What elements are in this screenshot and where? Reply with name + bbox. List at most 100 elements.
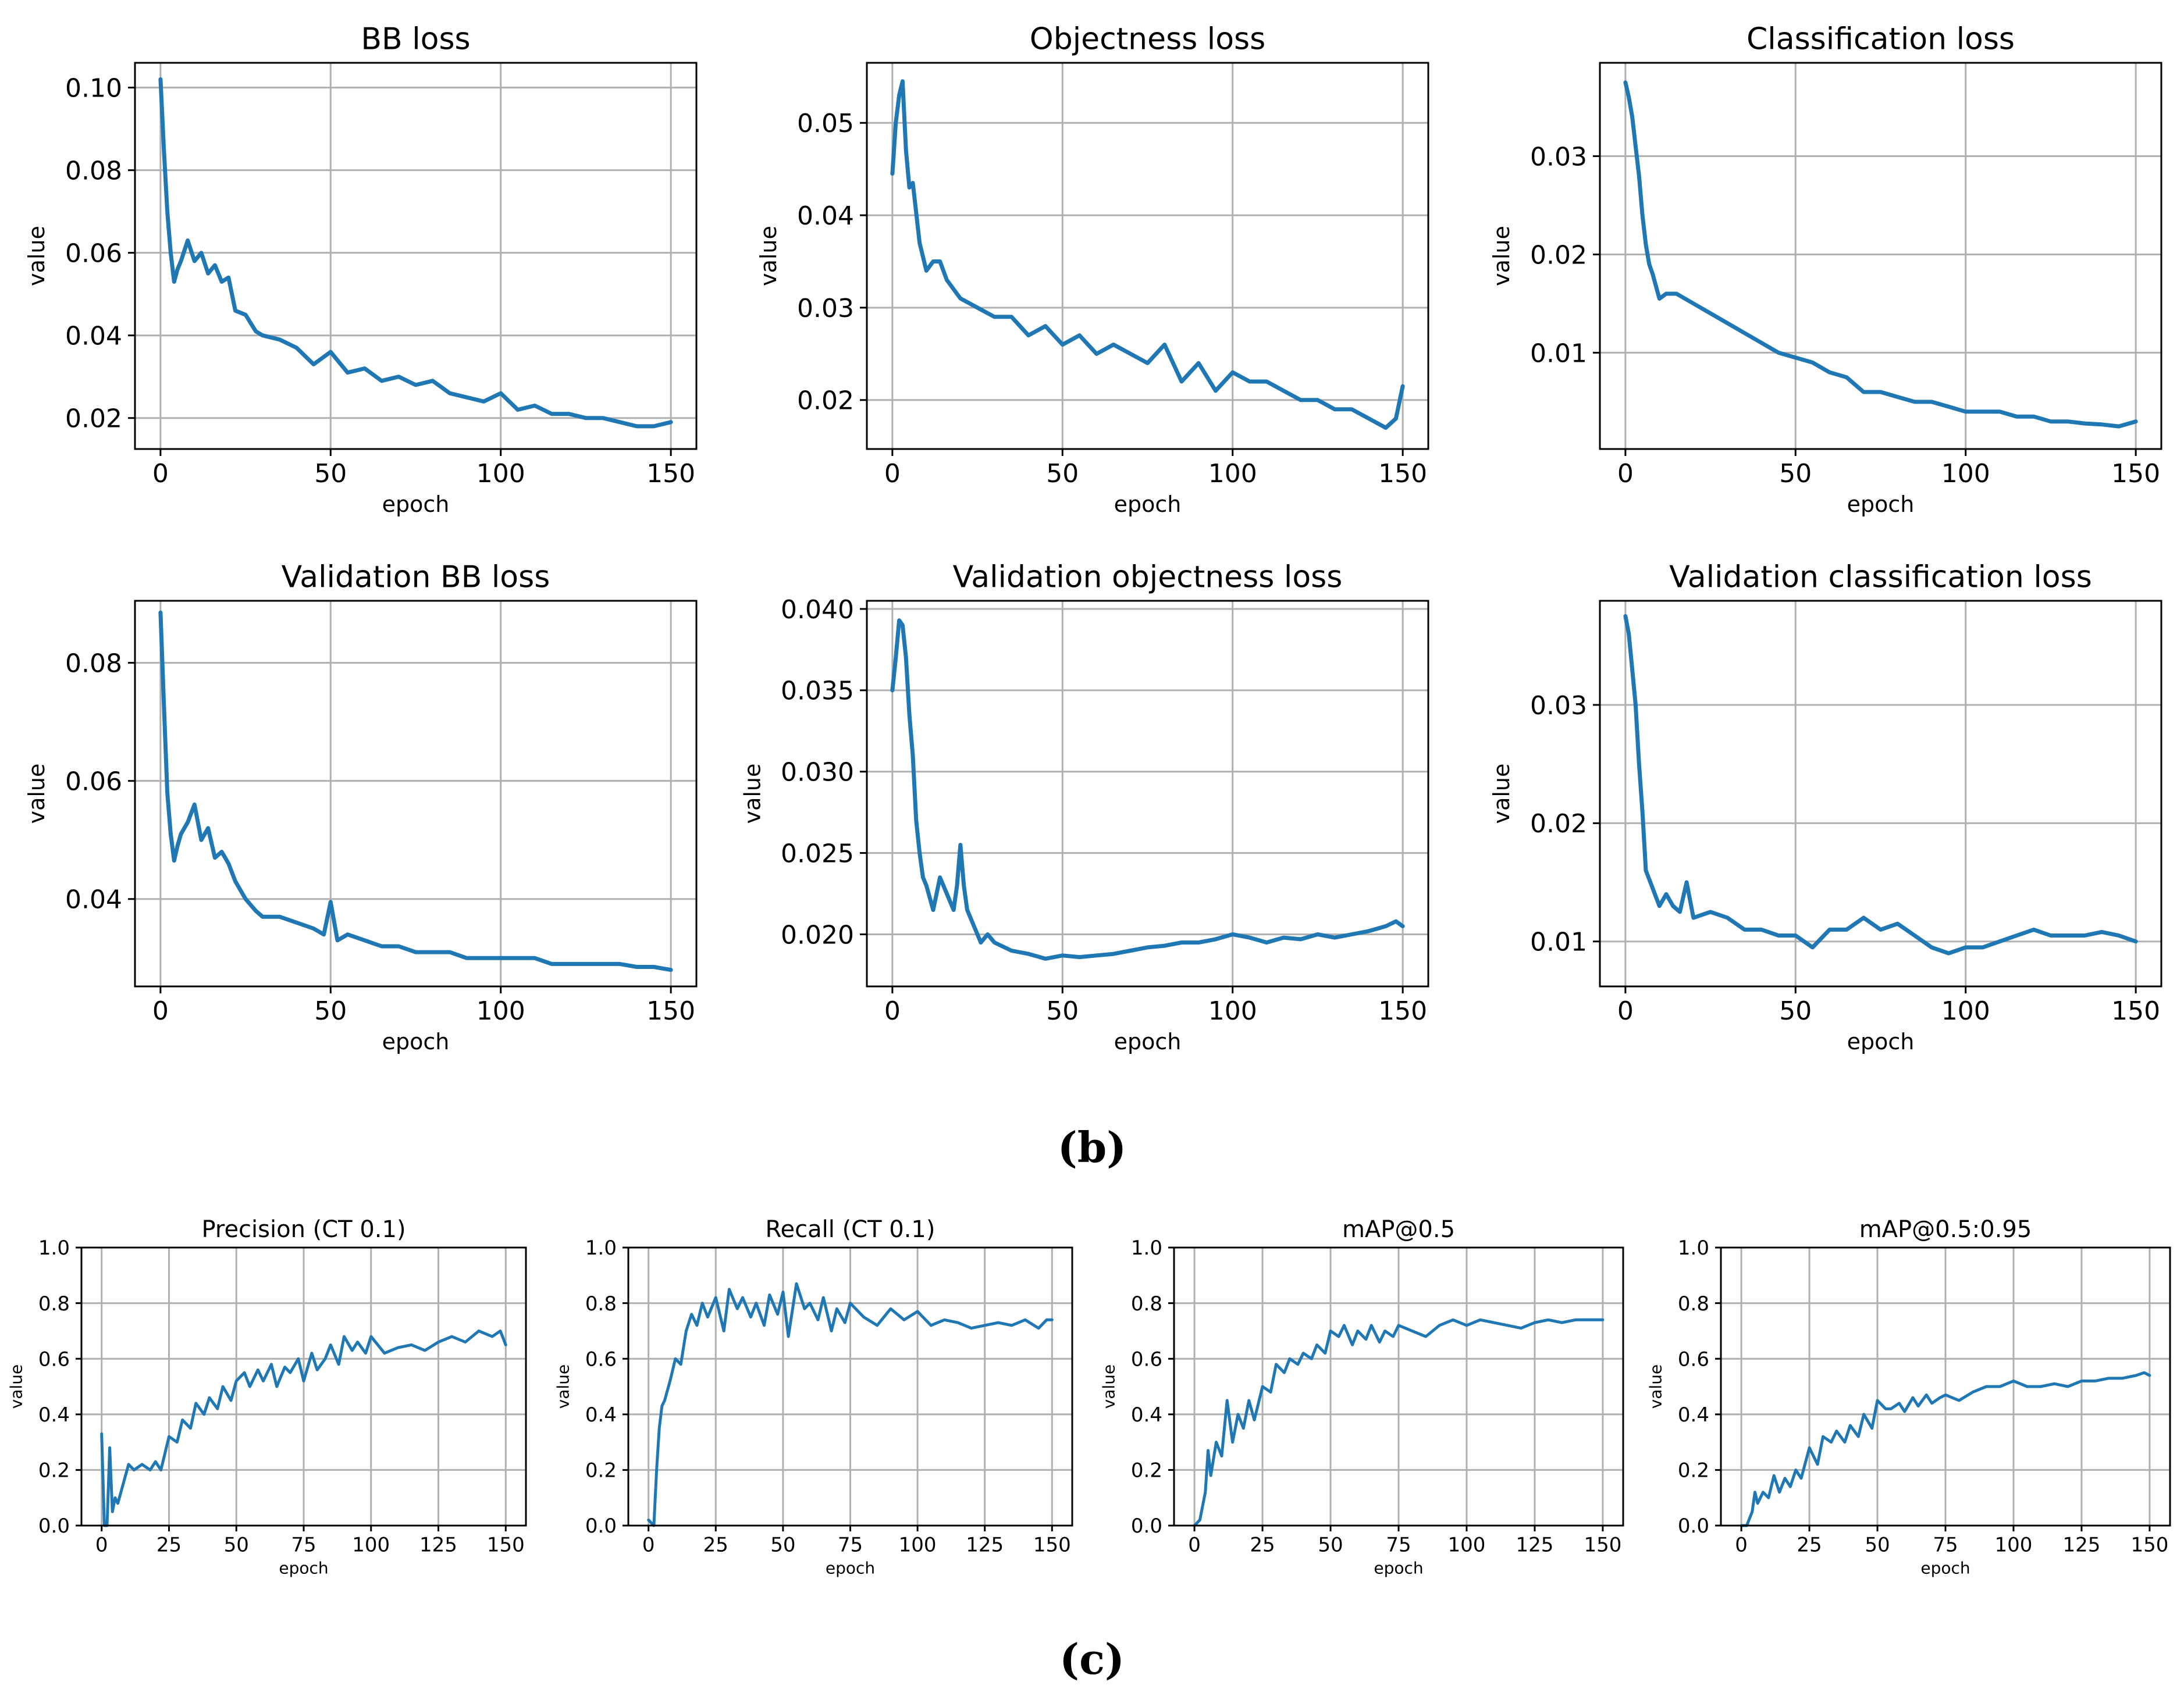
x-tick-label: 50 [1779, 996, 1812, 1026]
y-tick-label: 0.4 [585, 1403, 617, 1427]
x-tick-label: 25 [156, 1534, 182, 1557]
x-tick-label: 100 [1941, 996, 1990, 1026]
x-tick-label: 50 [1779, 459, 1812, 489]
x-tick-label: 0 [1735, 1534, 1748, 1557]
y-tick-label: 0.04 [797, 201, 854, 231]
x-tick-label: 150 [2111, 459, 2160, 489]
axes-frame [1599, 62, 2162, 450]
y-tick-label: 0.8 [1678, 1292, 1709, 1316]
x-axis-label: epoch [1847, 491, 1915, 517]
y-tick-label: 0.4 [38, 1403, 70, 1427]
x-axis-label: epoch [382, 491, 450, 517]
y-tick-label: 0.6 [38, 1348, 70, 1371]
y-tick-label: 0.04 [65, 322, 122, 351]
x-tick-label: 75 [1386, 1534, 1411, 1557]
y-tick-label: 0.06 [65, 767, 122, 797]
y-tick-label: 0.0 [585, 1515, 617, 1538]
y-tick-label: 0.2 [38, 1459, 70, 1483]
y-tick-label: 0.030 [781, 758, 854, 788]
chart-8: 0 25 50 75 100 125 150 0.0 0.2 0.4 0.6 0.8 1.0 Recall… [553, 1216, 1073, 1577]
x-tick-label: 0 [884, 996, 901, 1026]
series-line [1193, 1318, 1605, 1527]
x-tick-label: 0 [884, 459, 901, 489]
series-line [647, 1282, 1054, 1527]
axes-frame [134, 62, 698, 450]
y-tick-label: 1.0 [1131, 1237, 1162, 1260]
x-tick-label: 150 [1378, 459, 1427, 489]
x-tick-label: 100 [476, 996, 525, 1026]
y-tick-label: 0.03 [797, 294, 854, 323]
axes-frame [866, 600, 1429, 988]
y-tick-label: 0.8 [585, 1292, 617, 1316]
x-tick-label: 100 [1941, 459, 1990, 489]
x-tick-label: 150 [2130, 1534, 2168, 1557]
x-tick-label: 50 [1318, 1534, 1343, 1557]
x-tick-label: 25 [1250, 1534, 1275, 1557]
x-tick-label: 0 [152, 996, 169, 1026]
x-tick-label: 100 [476, 459, 525, 489]
x-tick-label: 100 [1448, 1534, 1486, 1557]
x-tick-label: 50 [224, 1534, 249, 1557]
x-tick-label: 75 [838, 1534, 863, 1557]
x-tick-label: 100 [1995, 1534, 2033, 1557]
y-tick-label: 0.05 [797, 109, 854, 138]
y-tick-label: 0.01 [1530, 338, 1587, 368]
series-line [1623, 80, 2138, 429]
axes-frame [1599, 600, 2162, 988]
chart-title: Classification loss [1747, 22, 2015, 57]
y-axis-label: value [756, 226, 781, 286]
y-tick-label: 0.025 [781, 839, 854, 868]
y-tick-label: 0.2 [585, 1459, 617, 1483]
x-axis-label: epoch [826, 1558, 875, 1577]
x-tick-label: 150 [646, 996, 695, 1026]
y-axis-label: value [1099, 1364, 1118, 1409]
x-tick-label: 75 [1933, 1534, 1958, 1557]
y-tick-label: 0.6 [585, 1348, 617, 1371]
chart-5: 0 50 100 150 0.020 0.025 0.030 0.035 0.040 Valida… [740, 560, 1429, 1054]
chart-title: Validation BB loss [282, 560, 550, 595]
x-tick-label: 50 [314, 996, 347, 1026]
x-tick-label: 150 [1033, 1534, 1071, 1557]
caption-c: (c) [1059, 1634, 1125, 1684]
y-tick-label: 0.4 [1131, 1403, 1162, 1427]
y-tick-label: 0.02 [1530, 809, 1587, 839]
x-tick-label: 50 [1865, 1534, 1890, 1557]
x-tick-label: 25 [1797, 1534, 1822, 1557]
chart-title: Validation objectness loss [953, 560, 1343, 595]
x-tick-label: 100 [352, 1534, 390, 1557]
chart-4: 0 50 100 150 0.04 0.06 0.08 Validation BB loss e… [24, 560, 698, 1054]
x-tick-label: 125 [419, 1534, 457, 1557]
x-tick-label: 125 [966, 1534, 1004, 1557]
y-axis-label: value [740, 764, 766, 824]
x-tick-label: 100 [1208, 459, 1257, 489]
x-tick-label: 0 [1188, 1534, 1201, 1557]
chart-title: Precision (CT 0.1) [201, 1216, 406, 1243]
x-axis-label: epoch [279, 1558, 328, 1577]
y-tick-label: 0.2 [1678, 1459, 1709, 1483]
series-line [890, 618, 1405, 961]
chart-title: Recall (CT 0.1) [766, 1216, 936, 1243]
x-tick-label: 0 [95, 1534, 108, 1557]
chart-title: Objectness loss [1030, 22, 1265, 57]
y-tick-label: 0.02 [1530, 240, 1587, 270]
chart-9: 0 25 50 75 100 125 150 0.0 0.2 0.4 0.6 0.8 1.0 mAP@0.… [1099, 1216, 1624, 1577]
chart-10: 0 25 50 75 100 125 150 0.0 0.2 0.4 0.6 0.8 1.0 mAP@0.… [1646, 1216, 2171, 1577]
y-axis-label: value [24, 764, 49, 824]
y-tick-label: 0.04 [65, 885, 122, 915]
x-axis-label: epoch [1114, 1029, 1182, 1054]
y-tick-label: 0.10 [65, 73, 122, 103]
y-tick-label: 0.0 [1131, 1515, 1162, 1538]
y-tick-label: 0.040 [781, 595, 854, 625]
y-axis-label: value [24, 226, 49, 286]
y-axis-label: value [1489, 226, 1514, 286]
y-tick-label: 0.08 [65, 648, 122, 678]
x-tick-label: 50 [1046, 996, 1079, 1026]
x-tick-label: 150 [646, 459, 695, 489]
y-tick-label: 0.6 [1678, 1348, 1709, 1371]
x-axis-label: epoch [382, 1029, 450, 1054]
chart-title: BB loss [361, 22, 470, 57]
y-axis-label: value [553, 1364, 572, 1409]
y-tick-label: 0.08 [65, 156, 122, 186]
series-line [890, 79, 1405, 430]
